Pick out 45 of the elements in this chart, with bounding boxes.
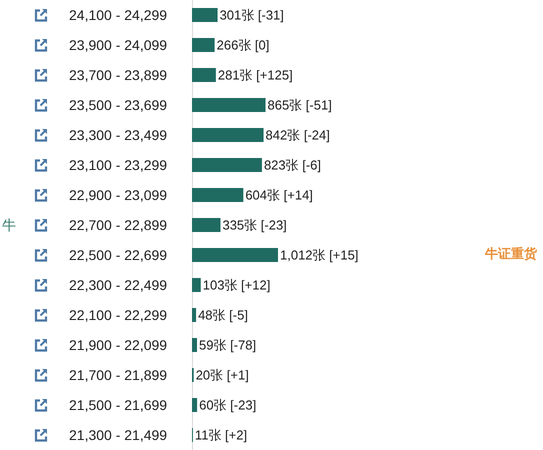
y-tick-label: 24,100 - 24,299 [69,7,168,23]
y-tick-label: 22,300 - 22,499 [69,277,168,293]
y-tick-label: 23,300 - 23,499 [69,127,168,143]
y-tick-label: 23,900 - 24,099 [69,37,168,53]
bar [192,278,201,292]
bar [192,218,220,232]
y-tick-label: 22,500 - 22,699 [69,247,168,263]
data-label: 301张 [-31] [220,8,284,22]
bar [192,338,198,352]
data-label: 59张 [-78] [199,338,256,352]
data-label: 1,012张 [+15] [280,248,358,262]
data-label: 865张 [-51] [268,98,332,112]
bar [192,188,244,202]
bar [192,98,266,112]
data-label: 604张 [+14] [245,188,313,202]
text: 牛证重货 [484,246,538,261]
data-label: 281张 [+125] [218,68,293,82]
data-label: 48张 [-5] [198,308,248,322]
bar [192,38,215,52]
y-tick-label: 21,500 - 21,699 [69,397,168,413]
data-label: 60张 [-23] [199,398,256,412]
data-label: 20张 [+1] [196,368,249,382]
bar [192,128,264,142]
y-tick-label: 23,700 - 23,899 [69,67,168,83]
y-tick-label: 22,100 - 22,299 [69,307,168,323]
y-tick-label: 22,700 - 22,899 [69,217,168,233]
data-label: 823张 [-6] [264,158,322,172]
y-tick-label: 22,900 - 23,099 [69,187,168,203]
y-tick-label: 21,700 - 21,899 [69,367,168,383]
bar [192,308,196,322]
bar [192,8,218,22]
bar [192,398,198,412]
y-tick-label: 23,500 - 23,699 [69,97,168,113]
bar [192,68,216,82]
y-tick-label: 21,300 - 21,499 [69,427,168,443]
bar [192,158,262,172]
y-tick-label: 21,900 - 22,099 [69,337,168,353]
data-label: 103张 [+12] [202,278,270,292]
y-axis-title: 牛 [2,217,16,233]
data-label: 11张 [+2] [194,428,248,442]
data-label: 335张 [-23] [222,218,287,232]
bar [192,248,278,262]
y-tick-label: 23,100 - 23,299 [69,157,168,173]
data-label: 842张 [-24] [266,128,330,142]
data-label: 266张 [0] [216,38,270,52]
